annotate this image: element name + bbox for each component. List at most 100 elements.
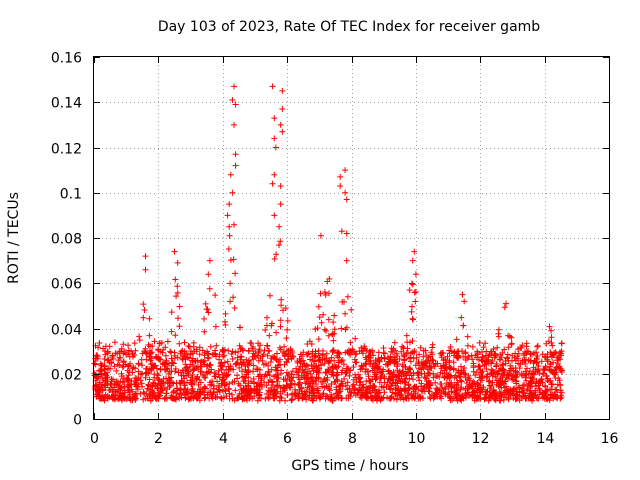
data-point	[538, 376, 545, 383]
data-point	[508, 334, 515, 341]
data-point	[434, 386, 441, 393]
data-point	[135, 368, 142, 375]
data-point	[355, 386, 362, 393]
data-point	[547, 349, 554, 356]
data-point	[484, 371, 491, 378]
data-point	[444, 373, 451, 380]
data-point	[224, 212, 231, 219]
data-point	[322, 395, 329, 402]
data-point	[442, 364, 449, 371]
data-point	[363, 395, 370, 402]
data-point	[171, 388, 177, 395]
data-point	[154, 371, 161, 377]
x-tick-label: 10	[408, 431, 426, 447]
data-point	[504, 387, 511, 394]
data-point	[256, 392, 263, 399]
data-point	[176, 340, 183, 347]
data-point	[381, 379, 388, 386]
data-point	[218, 359, 225, 366]
data-point	[148, 349, 155, 356]
data-point	[260, 351, 267, 358]
data-point	[356, 348, 363, 355]
data-point	[298, 384, 304, 391]
data-point	[181, 353, 188, 360]
data-point	[164, 338, 171, 345]
data-point	[179, 347, 186, 354]
data-point	[280, 384, 287, 391]
data-point	[264, 342, 271, 349]
data-point	[118, 370, 125, 377]
data-point	[149, 395, 156, 402]
data-point	[405, 395, 412, 402]
data-point	[232, 162, 239, 169]
data-point	[332, 378, 339, 385]
data-point	[170, 389, 177, 396]
data-point	[505, 332, 512, 339]
data-point	[209, 378, 216, 385]
data-point	[224, 372, 231, 379]
data-point	[368, 389, 374, 396]
data-point	[182, 361, 189, 368]
data-point	[412, 289, 419, 295]
data-point	[421, 361, 428, 368]
data-point	[510, 395, 517, 402]
data-point	[104, 395, 111, 402]
data-point	[490, 369, 497, 376]
data-point	[150, 364, 157, 371]
data-point	[178, 372, 185, 379]
data-point	[552, 391, 558, 398]
data-point	[272, 364, 279, 371]
data-point	[458, 363, 464, 370]
data-point	[289, 350, 296, 356]
data-point	[131, 393, 138, 400]
data-point	[93, 374, 100, 381]
data-point	[276, 223, 283, 230]
y-tick-label: 0	[73, 413, 82, 429]
data-point	[133, 383, 140, 390]
data-point	[410, 370, 417, 377]
data-point	[528, 391, 535, 398]
data-point	[234, 372, 240, 379]
data-point	[294, 371, 300, 378]
data-point	[477, 389, 484, 396]
data-point	[352, 351, 359, 358]
data-point	[278, 296, 285, 303]
data-point	[305, 375, 312, 382]
data-point	[185, 343, 192, 349]
data-point	[129, 353, 136, 360]
data-point	[125, 342, 132, 349]
data-point	[168, 379, 175, 386]
data-point	[483, 374, 490, 381]
data-point	[94, 387, 101, 394]
data-point	[95, 393, 101, 400]
data-point	[257, 355, 264, 361]
data-point	[201, 384, 208, 391]
data-point	[411, 248, 418, 255]
data-point	[377, 374, 384, 381]
data-point	[322, 369, 329, 376]
data-point	[350, 364, 357, 370]
data-point	[351, 387, 358, 394]
data-point	[226, 201, 233, 208]
data-point	[96, 340, 103, 346]
data-point	[369, 367, 376, 374]
data-point	[462, 357, 469, 363]
data-point	[218, 366, 225, 373]
data-point	[462, 394, 469, 401]
data-point	[479, 349, 485, 355]
plot-frame	[93, 56, 610, 420]
data-point	[93, 355, 100, 362]
data-point	[476, 339, 483, 346]
data-point	[314, 325, 321, 332]
data-point	[543, 372, 550, 379]
data-point	[391, 354, 397, 361]
data-point	[441, 374, 448, 381]
data-point	[248, 378, 254, 385]
data-point	[417, 344, 424, 351]
data-point	[364, 389, 371, 396]
data-point	[483, 366, 490, 372]
data-point	[155, 372, 162, 379]
data-point	[335, 354, 342, 361]
data-point	[104, 369, 110, 376]
